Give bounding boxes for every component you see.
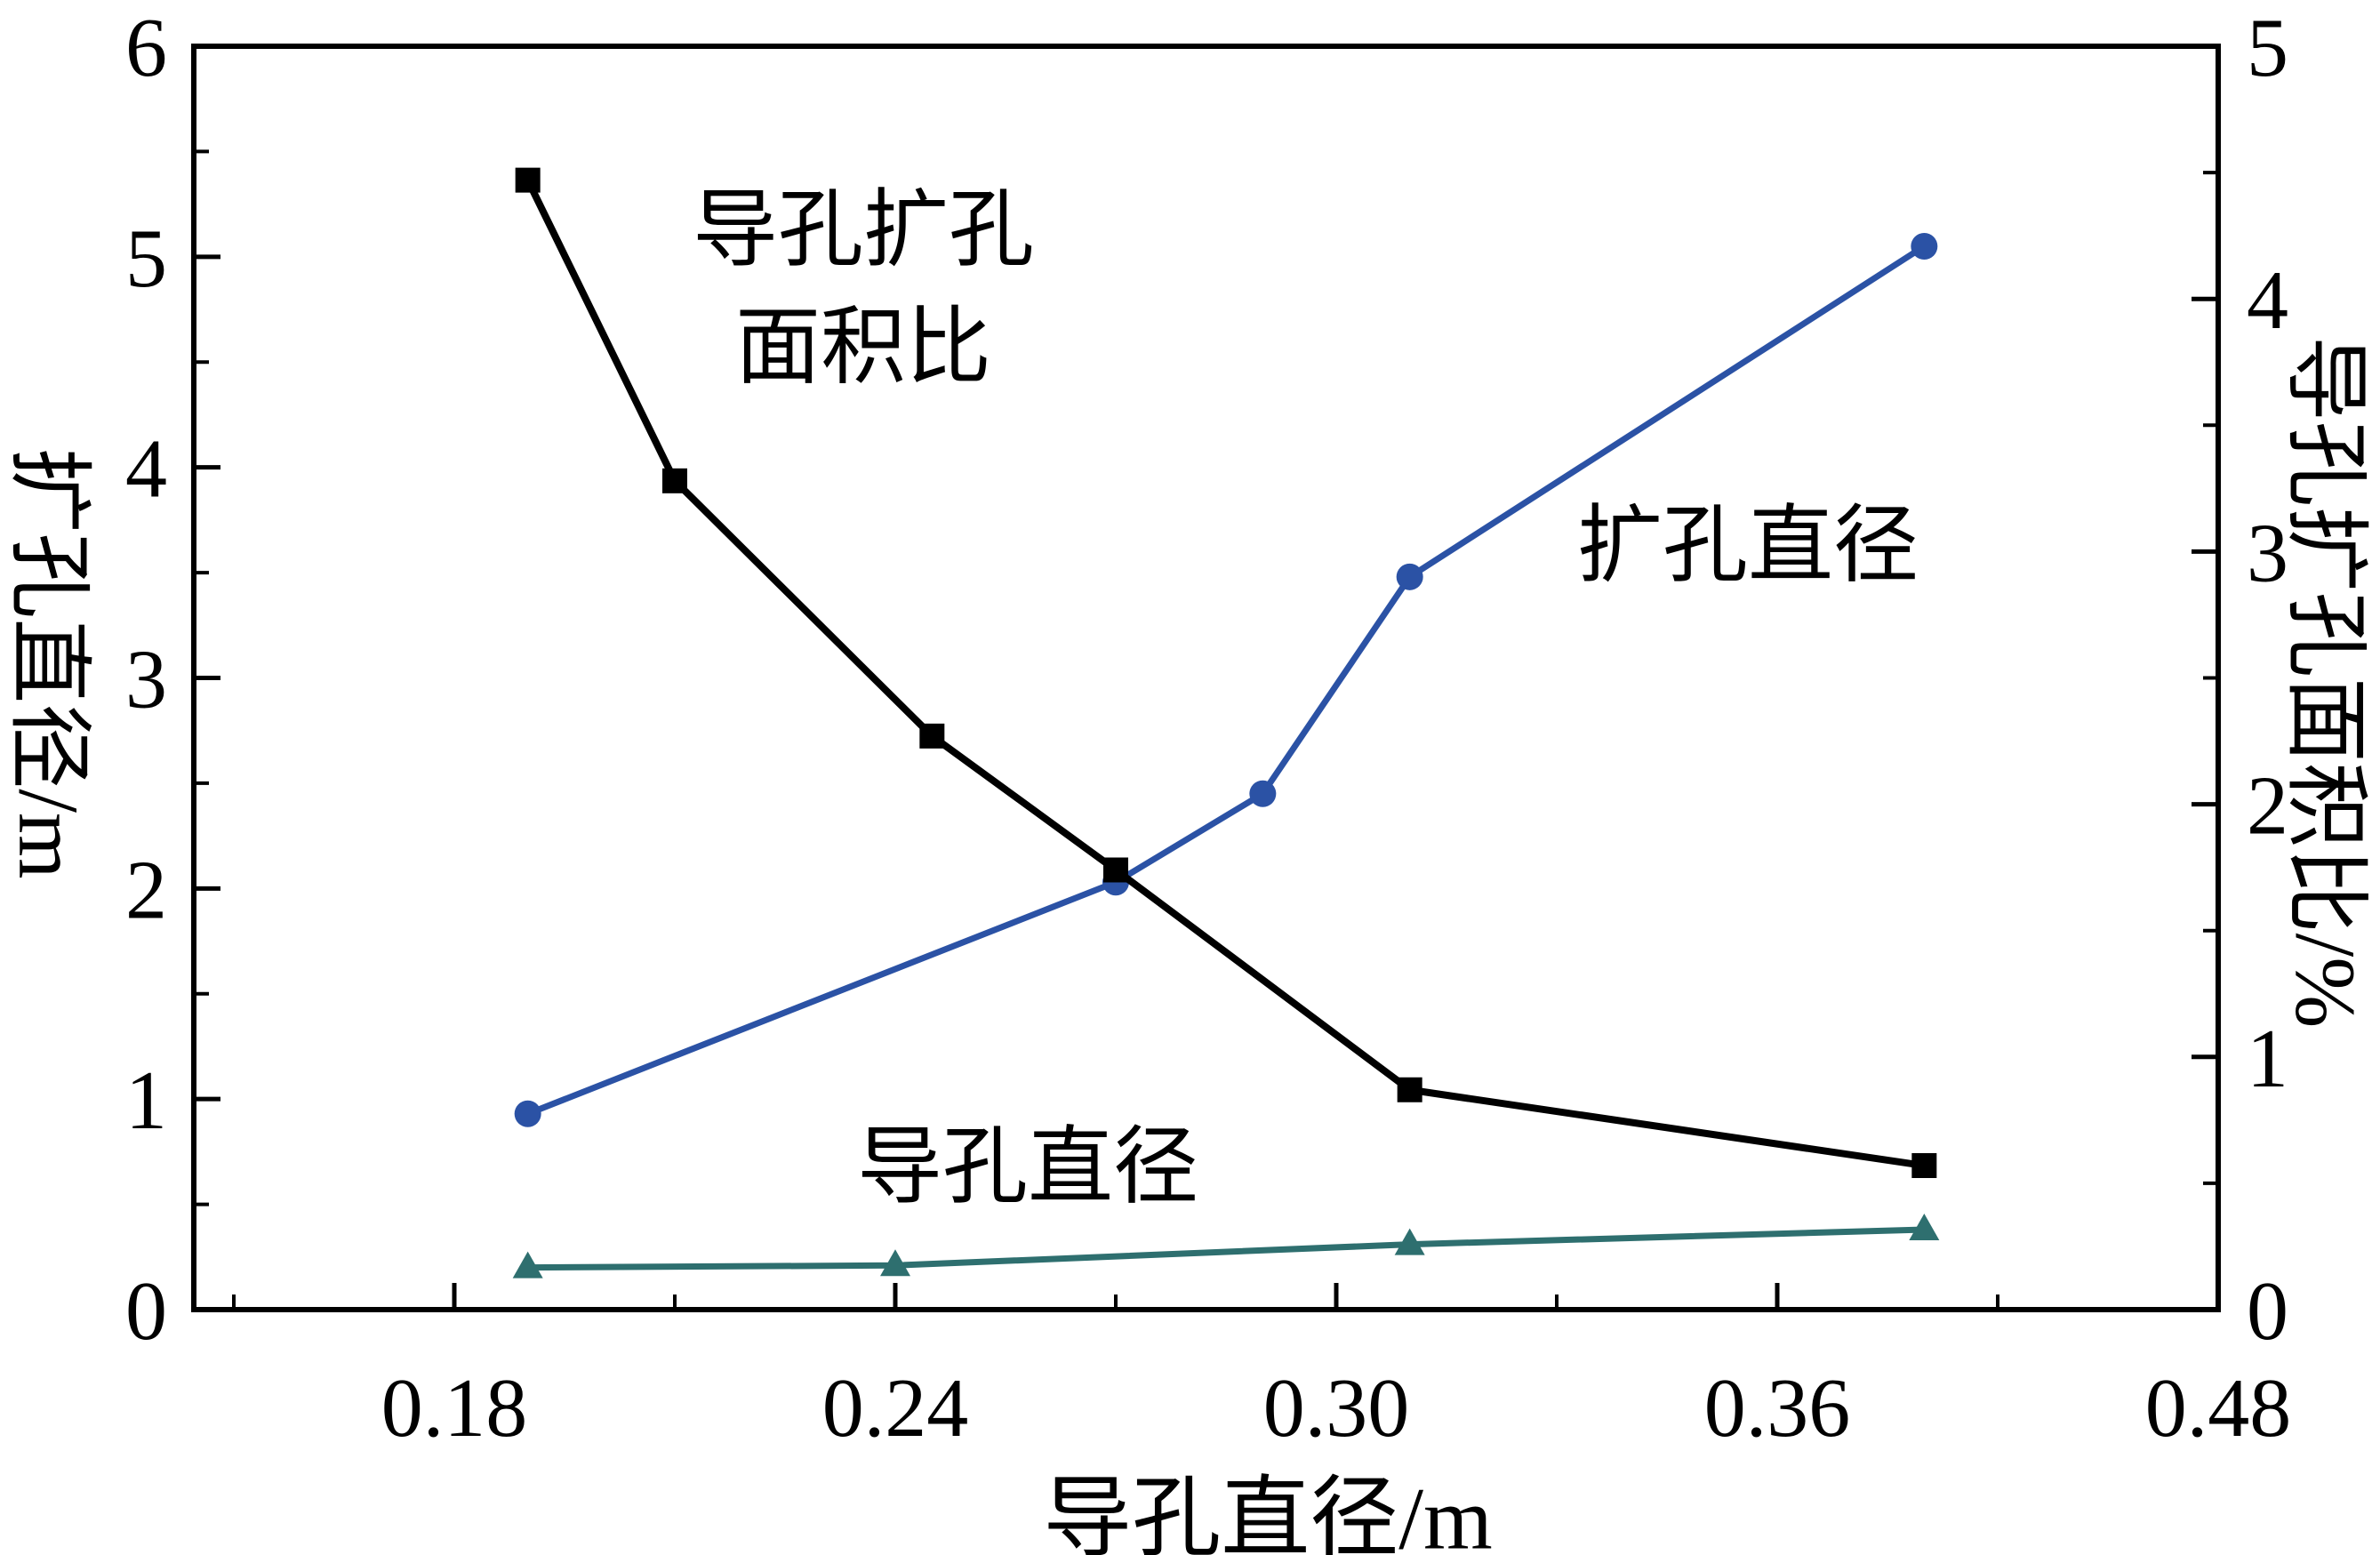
y-left-tick-label: 4 xyxy=(125,423,167,516)
square-marker xyxy=(1397,1077,1422,1102)
x-tick-label: 0.36 xyxy=(1704,1362,1851,1455)
series-line-triangle xyxy=(527,1226,1925,1271)
square-marker xyxy=(662,468,687,493)
square-marker xyxy=(1103,857,1128,883)
series-line-square xyxy=(525,178,1925,1169)
triangle-marker xyxy=(880,1249,910,1277)
y-left-tick-label: 6 xyxy=(125,2,167,94)
square-marker xyxy=(1911,1153,1937,1179)
x-tick-label: 0.30 xyxy=(1263,1362,1410,1455)
plot-frame xyxy=(191,44,2221,1312)
annotation-pilot-diameter-series: 导孔直径 xyxy=(857,1119,1198,1214)
x-tick-label: 0.18 xyxy=(381,1362,528,1455)
circle-marker xyxy=(1249,780,1277,807)
y-right-tick-label: 0 xyxy=(2247,1265,2288,1358)
circle-marker xyxy=(1911,232,1938,260)
y-right-tick-label: 4 xyxy=(2247,254,2288,347)
x-axis-title: 导孔直径/m xyxy=(1043,1469,1493,1555)
square-marker xyxy=(515,167,541,193)
y-axis-right-title: 导孔扩孔面积比/% xyxy=(2278,335,2374,1029)
circle-marker xyxy=(1396,563,1423,590)
y-left-tick-label: 3 xyxy=(125,634,167,726)
y-right-tick-label: 5 xyxy=(2247,2,2288,94)
annotation-area-ratio-series: 导孔扩孔 面积比 xyxy=(693,172,1034,406)
y-left-tick-label: 0 xyxy=(125,1265,167,1358)
triangle-marker xyxy=(1394,1228,1425,1255)
circle-marker xyxy=(514,1100,541,1127)
y-left-tick-label: 5 xyxy=(125,212,167,305)
x-tick-label: 0.24 xyxy=(822,1362,969,1455)
y-right-tick-label: 1 xyxy=(2247,1013,2288,1105)
y-right-tick-label: 3 xyxy=(2247,507,2288,599)
triangle-marker xyxy=(1909,1214,1940,1241)
y-right-tick-label: 2 xyxy=(2247,760,2288,853)
annotation-reamed-diameter-series: 扩孔直径 xyxy=(1577,498,1919,593)
square-marker xyxy=(919,723,945,749)
triangle-marker xyxy=(512,1251,543,1278)
y-left-tick-label: 2 xyxy=(125,844,167,936)
annotation-area-ratio-line2: 面积比 xyxy=(735,300,991,395)
y-axis-left-title: 扩孔直径/m xyxy=(1,447,97,879)
annotation-area-ratio-line1: 导孔扩孔 xyxy=(693,182,1034,277)
y-left-tick-label: 1 xyxy=(125,1054,167,1147)
x-tick-label: 0.48 xyxy=(2145,1362,2292,1455)
